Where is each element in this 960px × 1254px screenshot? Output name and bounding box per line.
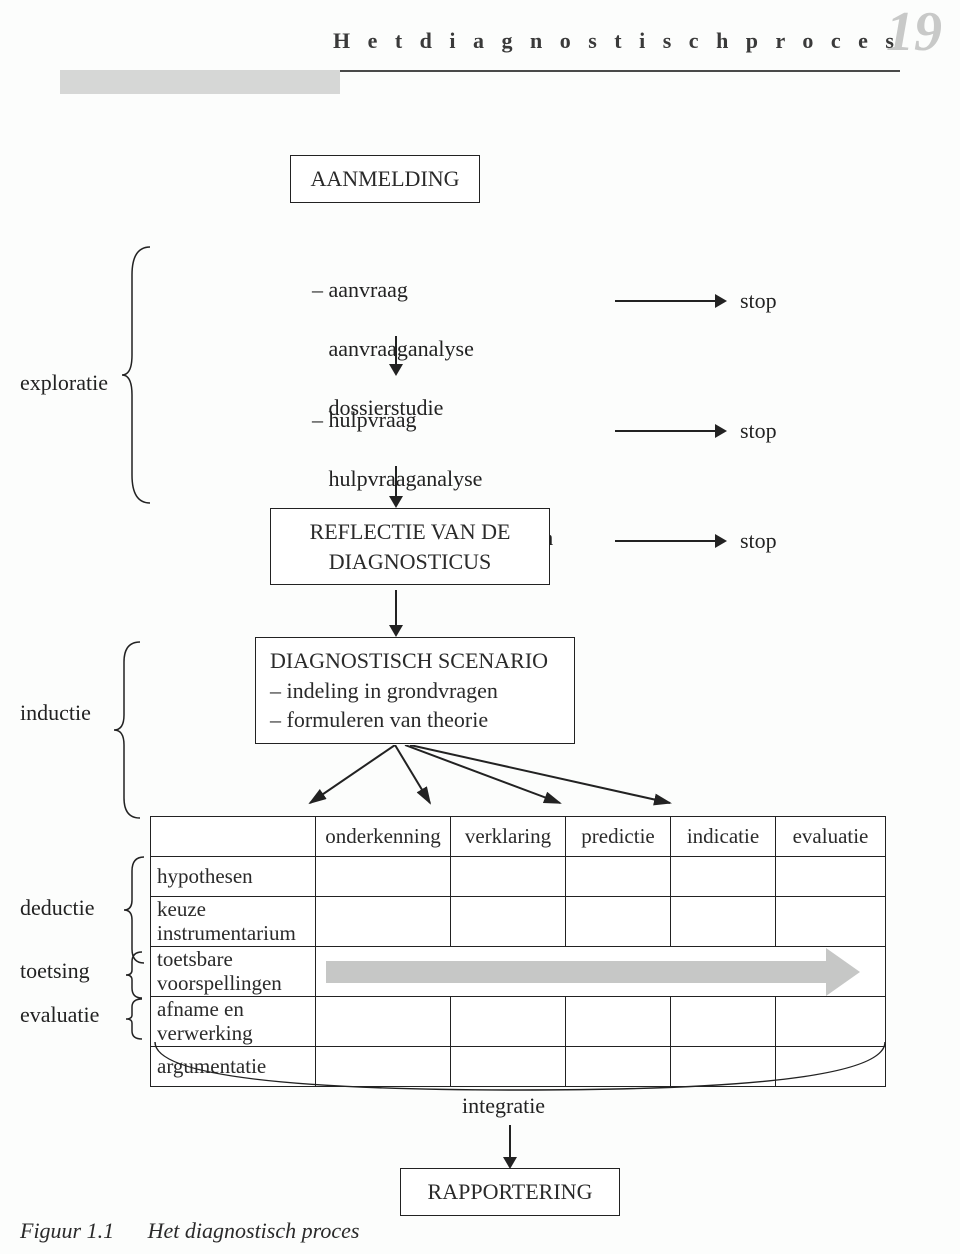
table-row: hypothesen [151, 857, 886, 897]
text-line: – indeling in grondvragen [270, 678, 498, 703]
running-header: H e t d i a g n o s t i s c h p r o c e … [0, 28, 900, 54]
box-aanmelding: AANMELDING [290, 155, 480, 203]
table-col-header: evaluatie [776, 817, 886, 857]
table-row: keuze instrumentarium [151, 897, 886, 947]
stop-1: stop [740, 288, 777, 314]
text-line: DIAGNOSTISCH SCENARIO [270, 648, 548, 673]
figure-title: Het diagnostisch proces [148, 1218, 360, 1243]
table-row-label: afname en verwerking [151, 997, 316, 1047]
header-rule [60, 70, 900, 94]
label-evaluatie: evaluatie [20, 1002, 99, 1028]
brace-deductie [120, 855, 150, 965]
fanout-arrows [150, 745, 910, 815]
label-integratie: integratie [462, 1093, 545, 1119]
text-line: REFLECTIE VAN DE [310, 519, 511, 544]
figure-number: Figuur 1.1 [20, 1218, 114, 1243]
box-scenario: DIAGNOSTISCH SCENARIO – indeling in gron… [255, 637, 575, 744]
table-col-header: onderkenning [316, 817, 451, 857]
box-rapportering: RAPPORTERING [400, 1168, 620, 1216]
gray-arrow-icon [326, 961, 826, 983]
brace-inductie [110, 640, 150, 820]
page-root: 19 H e t d i a g n o s t i s c h p r o c… [0, 0, 960, 1254]
table-row: toetsbare voorspellingen [151, 947, 886, 997]
box-reflectie: REFLECTIE VAN DE DIAGNOSTICUS [270, 508, 550, 585]
label-exploratie: exploratie [20, 370, 108, 396]
table-cell [151, 817, 316, 857]
table-col-header: predictie [566, 817, 671, 857]
text-line: – aanvraag [312, 277, 408, 302]
text-line: – formuleren van theorie [270, 707, 488, 732]
table-row-label: keuze instrumentarium [151, 897, 316, 947]
table-row-label: hypothesen [151, 857, 316, 897]
table-row-label: toetsbare voorspellingen [151, 947, 316, 997]
integration-curve [150, 1040, 890, 1100]
label-deductie: deductie [20, 895, 95, 921]
brace-evaluatie [120, 997, 150, 1041]
table-row: afname en verwerking [151, 997, 886, 1047]
stop-2: stop [740, 418, 777, 444]
text-line: – hulpvraag [312, 407, 416, 432]
text-line: DIAGNOSTICUS [329, 549, 492, 574]
stop-3: stop [740, 528, 777, 554]
label-inductie: inductie [20, 700, 91, 726]
label-toetsing: toetsing [20, 958, 90, 984]
table-col-header: indicatie [671, 817, 776, 857]
table-header-row: onderkenning verklaring predictie indica… [151, 817, 886, 857]
brace-toetsing [120, 950, 150, 1000]
table-col-header: verklaring [451, 817, 566, 857]
text-line: aanvraaganalyse [312, 336, 474, 361]
figure-caption: Figuur 1.1 Het diagnostisch proces [20, 1218, 359, 1244]
text-line: hulpvraaganalyse [312, 466, 482, 491]
brace-exploratie [120, 245, 160, 505]
